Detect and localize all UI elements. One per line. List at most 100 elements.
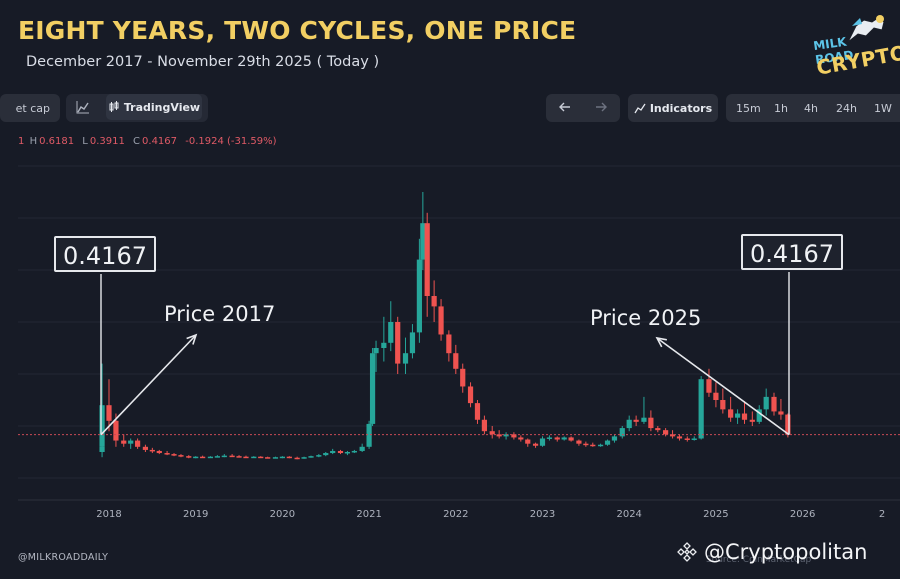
candle-body — [106, 405, 112, 421]
candle — [749, 411, 755, 426]
candle-body — [474, 403, 481, 420]
candle — [431, 280, 437, 322]
candle — [474, 400, 481, 424]
ohlc-readout: 1 H 0.6181 L 0.3911 C 0.4167 -0.1924 (-31.5… — [18, 136, 279, 147]
candle — [576, 439, 582, 446]
arrow-price-2017-head — [186, 333, 198, 345]
candle — [771, 392, 777, 416]
chart-type-group: TradingView — [66, 94, 208, 122]
candle-body — [525, 439, 531, 444]
candle — [648, 410, 654, 432]
candle-body — [706, 379, 712, 393]
candle — [561, 436, 567, 441]
x-tick-label: 2023 — [530, 509, 555, 520]
history-nav — [546, 94, 620, 122]
candle — [763, 388, 769, 416]
candle-body — [178, 455, 184, 457]
x-tick-label: 2018 — [96, 509, 121, 520]
candle-body — [532, 443, 539, 446]
candle — [453, 344, 459, 374]
candle-body — [611, 436, 618, 441]
candle — [121, 434, 127, 447]
candle — [424, 212, 430, 317]
candle — [669, 430, 676, 439]
interval-15m[interactable]: 15m — [736, 101, 761, 115]
candle — [301, 456, 307, 459]
candle — [597, 443, 604, 447]
candle — [511, 432, 517, 440]
candle — [633, 415, 639, 426]
price-2017-label: Price 2017 — [164, 302, 276, 326]
candle — [316, 454, 322, 458]
ohlc-high-value: 0.6181 — [39, 136, 75, 147]
candle — [156, 449, 162, 455]
indicators-button[interactable]: Indicators — [628, 94, 718, 122]
arrow-right-icon[interactable] — [594, 100, 608, 117]
x-tick-label: 2 — [879, 509, 885, 520]
candle-body — [641, 417, 647, 422]
arrow-price-2025 — [655, 336, 790, 436]
tradingview-button[interactable]: TradingView — [106, 94, 202, 120]
candle — [655, 426, 661, 433]
candle — [590, 442, 596, 447]
candle — [568, 436, 574, 442]
candle-body — [337, 450, 344, 454]
candle-body — [481, 419, 488, 432]
candle-body — [663, 430, 669, 435]
candle-body — [691, 438, 697, 440]
candle — [489, 426, 495, 439]
price-chart[interactable]: 2018 2019 2020 2021 2022 2023 2024 2025 2026 2 — [0, 150, 900, 530]
candle — [142, 444, 149, 452]
candle — [251, 456, 257, 459]
candle — [106, 379, 112, 432]
watermark-text: @Cryptopolitan — [704, 540, 868, 564]
market-cap-button[interactable]: et cap — [0, 94, 60, 122]
candle — [330, 448, 336, 455]
candle — [720, 388, 726, 414]
line-chart-icon[interactable] — [76, 100, 90, 117]
x-tick-label: 2022 — [443, 509, 468, 520]
candle-body — [308, 456, 314, 458]
interval-1w[interactable]: 1W — [874, 101, 892, 115]
candle — [713, 382, 719, 408]
candle-body — [539, 438, 546, 446]
candle-body — [135, 440, 141, 447]
interval-1h[interactable]: 1h — [774, 101, 788, 115]
candle-body — [604, 440, 611, 445]
candle-body — [720, 400, 726, 410]
x-tick-label: 2019 — [183, 509, 208, 520]
x-axis-ticks: 2018 2019 2020 2021 2022 2023 2024 2025 2026 2 — [96, 509, 885, 520]
indicators-icon — [634, 103, 646, 114]
candle-body — [243, 456, 249, 459]
arrow-left-icon[interactable] — [558, 100, 572, 117]
candle-body — [438, 306, 444, 335]
candle-body — [431, 296, 437, 307]
candle-body — [171, 454, 177, 456]
indicators-label: Indicators — [649, 101, 713, 115]
candle — [525, 438, 531, 447]
interval-24h[interactable]: 24h — [836, 101, 857, 115]
candle-body — [294, 457, 300, 460]
candle — [265, 456, 271, 459]
candle-body — [749, 419, 755, 422]
candle-body — [684, 438, 690, 440]
candle — [135, 438, 141, 449]
candle — [460, 363, 466, 393]
candle-body — [286, 456, 292, 459]
candle-body — [467, 386, 474, 404]
footer-handle: @MILKROADDAILY — [18, 552, 109, 563]
arrow-price-2025-shaft — [656, 337, 790, 436]
candle-body — [121, 440, 127, 444]
candle — [308, 455, 314, 458]
x-tick-label: 2020 — [270, 509, 295, 520]
candle-body — [344, 452, 351, 454]
candle — [286, 456, 292, 459]
candle-body — [734, 413, 741, 418]
candle-body — [420, 223, 426, 260]
candle-body — [149, 449, 155, 452]
candle-body — [258, 456, 264, 459]
candle-body — [409, 332, 416, 354]
candle — [583, 441, 589, 447]
candle-body — [676, 436, 683, 439]
interval-4h[interactable]: 4h — [804, 101, 818, 115]
